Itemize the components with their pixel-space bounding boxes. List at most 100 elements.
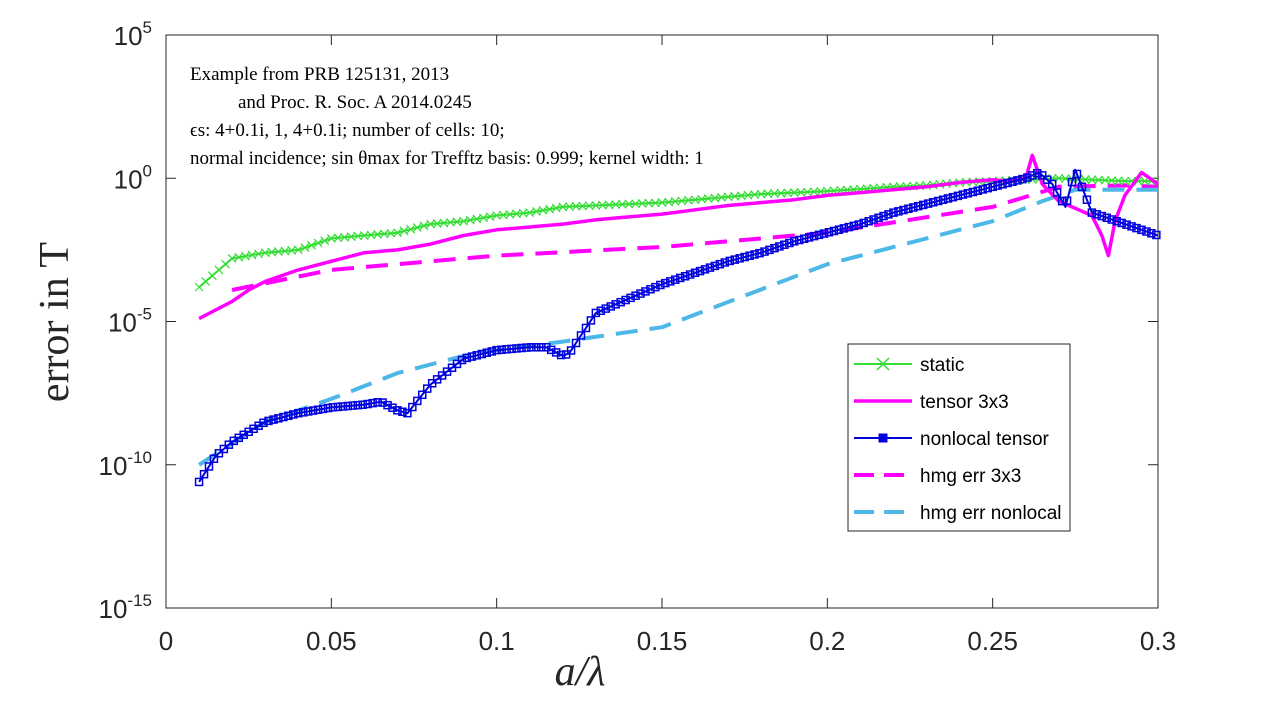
- marker-nonlocal-tensor: [472, 351, 482, 360]
- marker-nonlocal-tensor: [765, 245, 774, 255]
- x-axis-label: a/λ: [555, 649, 606, 695]
- marker-nonlocal-tensor: [1023, 173, 1032, 182]
- marker-nonlocal-tensor: [725, 256, 735, 266]
- marker-nonlocal-tensor: [586, 316, 596, 325]
- marker-nonlocal-tensor: [685, 270, 695, 279]
- marker-nonlocal-tensor: [700, 265, 710, 274]
- marker-nonlocal-tensor: [294, 408, 303, 418]
- marker-nonlocal-tensor: [750, 250, 759, 259]
- marker-nonlocal-tensor: [1042, 175, 1052, 184]
- marker-nonlocal-tensor: [680, 271, 690, 281]
- y-tick-exponent: -5: [137, 305, 152, 324]
- marker-nonlocal-tensor: [819, 229, 829, 238]
- marker-nonlocal-tensor: [978, 185, 987, 194]
- marker-nonlocal-tensor: [928, 198, 938, 207]
- y-tick-base: 10: [99, 451, 128, 481]
- marker-nonlocal-tensor: [1033, 168, 1042, 178]
- marker-nonlocal-tensor: [284, 411, 293, 421]
- marker-nonlocal-tensor: [804, 233, 814, 242]
- marker-nonlocal-tensor: [601, 304, 611, 313]
- y-tick-base: 10: [108, 308, 137, 338]
- y-tick-label: 105: [114, 18, 152, 51]
- marker-static: [644, 198, 654, 208]
- marker-nonlocal-tensor: [790, 237, 799, 246]
- marker-nonlocal-tensor: [720, 258, 730, 267]
- marker-nonlocal-tensor: [289, 410, 298, 419]
- marker-nonlocal-tensor: [462, 353, 472, 363]
- marker-nonlocal-tensor: [958, 190, 968, 199]
- marker-nonlocal-tensor: [844, 222, 854, 232]
- marker-nonlocal-tensor: [988, 182, 997, 192]
- marker-nonlocal-tensor: [1107, 215, 1116, 224]
- y-tick-label: 10-15: [99, 591, 153, 624]
- y-tick-exponent: -10: [127, 448, 152, 467]
- marker-nonlocal-tensor: [383, 400, 392, 410]
- marker-nonlocal-tensor: [323, 403, 333, 413]
- legend-label-nonlocal-tensor: nonlocal tensor: [920, 429, 1050, 450]
- marker-static: [1113, 176, 1123, 186]
- marker-nonlocal-tensor: [279, 412, 288, 422]
- marker-nonlocal-tensor: [1018, 174, 1027, 184]
- marker-nonlocal-tensor: [1112, 216, 1121, 226]
- marker-nonlocal-tensor: [606, 302, 615, 311]
- marker-nonlocal-tensor: [874, 213, 883, 223]
- marker-nonlocal-tensor: [596, 306, 606, 316]
- marker-nonlocal-tensor: [1077, 182, 1087, 192]
- marker-nonlocal-tensor: [1132, 223, 1141, 233]
- marker-nonlocal-tensor: [532, 343, 541, 352]
- marker-nonlocal-tensor: [542, 343, 551, 352]
- marker-nonlocal-tensor: [993, 181, 1002, 190]
- marker-nonlocal-tensor: [973, 186, 983, 195]
- marker-static: [194, 282, 204, 292]
- marker-static: [214, 265, 224, 275]
- series-nonlocal-tensor: [194, 168, 1161, 487]
- marker-nonlocal-tensor: [1092, 210, 1102, 219]
- marker-nonlocal-tensor: [1152, 230, 1161, 240]
- marker-nonlocal-tensor: [1117, 218, 1126, 228]
- marker-static: [763, 189, 773, 199]
- marker-static: [419, 221, 429, 231]
- marker-nonlocal-tensor: [735, 254, 744, 263]
- legend-marker-nonlocal-tensor: [878, 433, 888, 443]
- marker-nonlocal-tensor: [507, 344, 516, 354]
- marker-nonlocal-tensor: [348, 401, 358, 410]
- marker-static: [776, 188, 786, 198]
- marker-nonlocal-tensor: [1122, 220, 1131, 229]
- y-tick-exponent: 0: [143, 161, 152, 180]
- marker-nonlocal-tensor: [785, 238, 794, 248]
- marker-nonlocal-tensor: [264, 416, 273, 426]
- marker-nonlocal-tensor: [403, 408, 412, 418]
- marker-nonlocal-tensor: [611, 300, 620, 309]
- marker-static: [650, 198, 660, 208]
- marker-static: [300, 243, 310, 253]
- marker-nonlocal-tensor: [661, 278, 670, 288]
- marker-nonlocal-tensor: [889, 208, 898, 217]
- marker-nonlocal-tensor: [616, 297, 625, 307]
- marker-static: [803, 187, 812, 197]
- marker-nonlocal-tensor: [666, 277, 675, 286]
- marker-nonlocal-tensor: [918, 200, 928, 210]
- marker-nonlocal-tensor: [794, 235, 804, 245]
- marker-nonlocal-tensor: [675, 273, 685, 283]
- marker-nonlocal-tensor: [537, 343, 546, 352]
- marker-nonlocal-tensor: [1047, 179, 1057, 189]
- marker-nonlocal-tensor: [269, 415, 278, 424]
- marker-nonlocal-tensor: [745, 251, 754, 260]
- marker-static: [631, 199, 640, 209]
- marker-nonlocal-tensor: [551, 348, 561, 357]
- marker-nonlocal-tensor: [933, 196, 943, 206]
- x-tick-label: 0.15: [637, 626, 688, 656]
- marker-nonlocal-tensor: [1052, 188, 1062, 197]
- marker-nonlocal-tensor: [581, 323, 591, 333]
- marker-nonlocal-tensor: [948, 192, 958, 202]
- marker-static: [207, 271, 217, 281]
- marker-nonlocal-tensor: [1008, 177, 1017, 186]
- marker-nonlocal-tensor: [651, 282, 660, 292]
- marker-static: [1100, 175, 1110, 185]
- marker-nonlocal-tensor: [809, 231, 819, 241]
- marker-nonlocal-tensor: [333, 402, 343, 412]
- marker-static: [412, 223, 422, 232]
- marker-nonlocal-tensor: [983, 183, 992, 193]
- marker-static: [816, 187, 826, 196]
- x-tick-label: 0.1: [479, 626, 515, 656]
